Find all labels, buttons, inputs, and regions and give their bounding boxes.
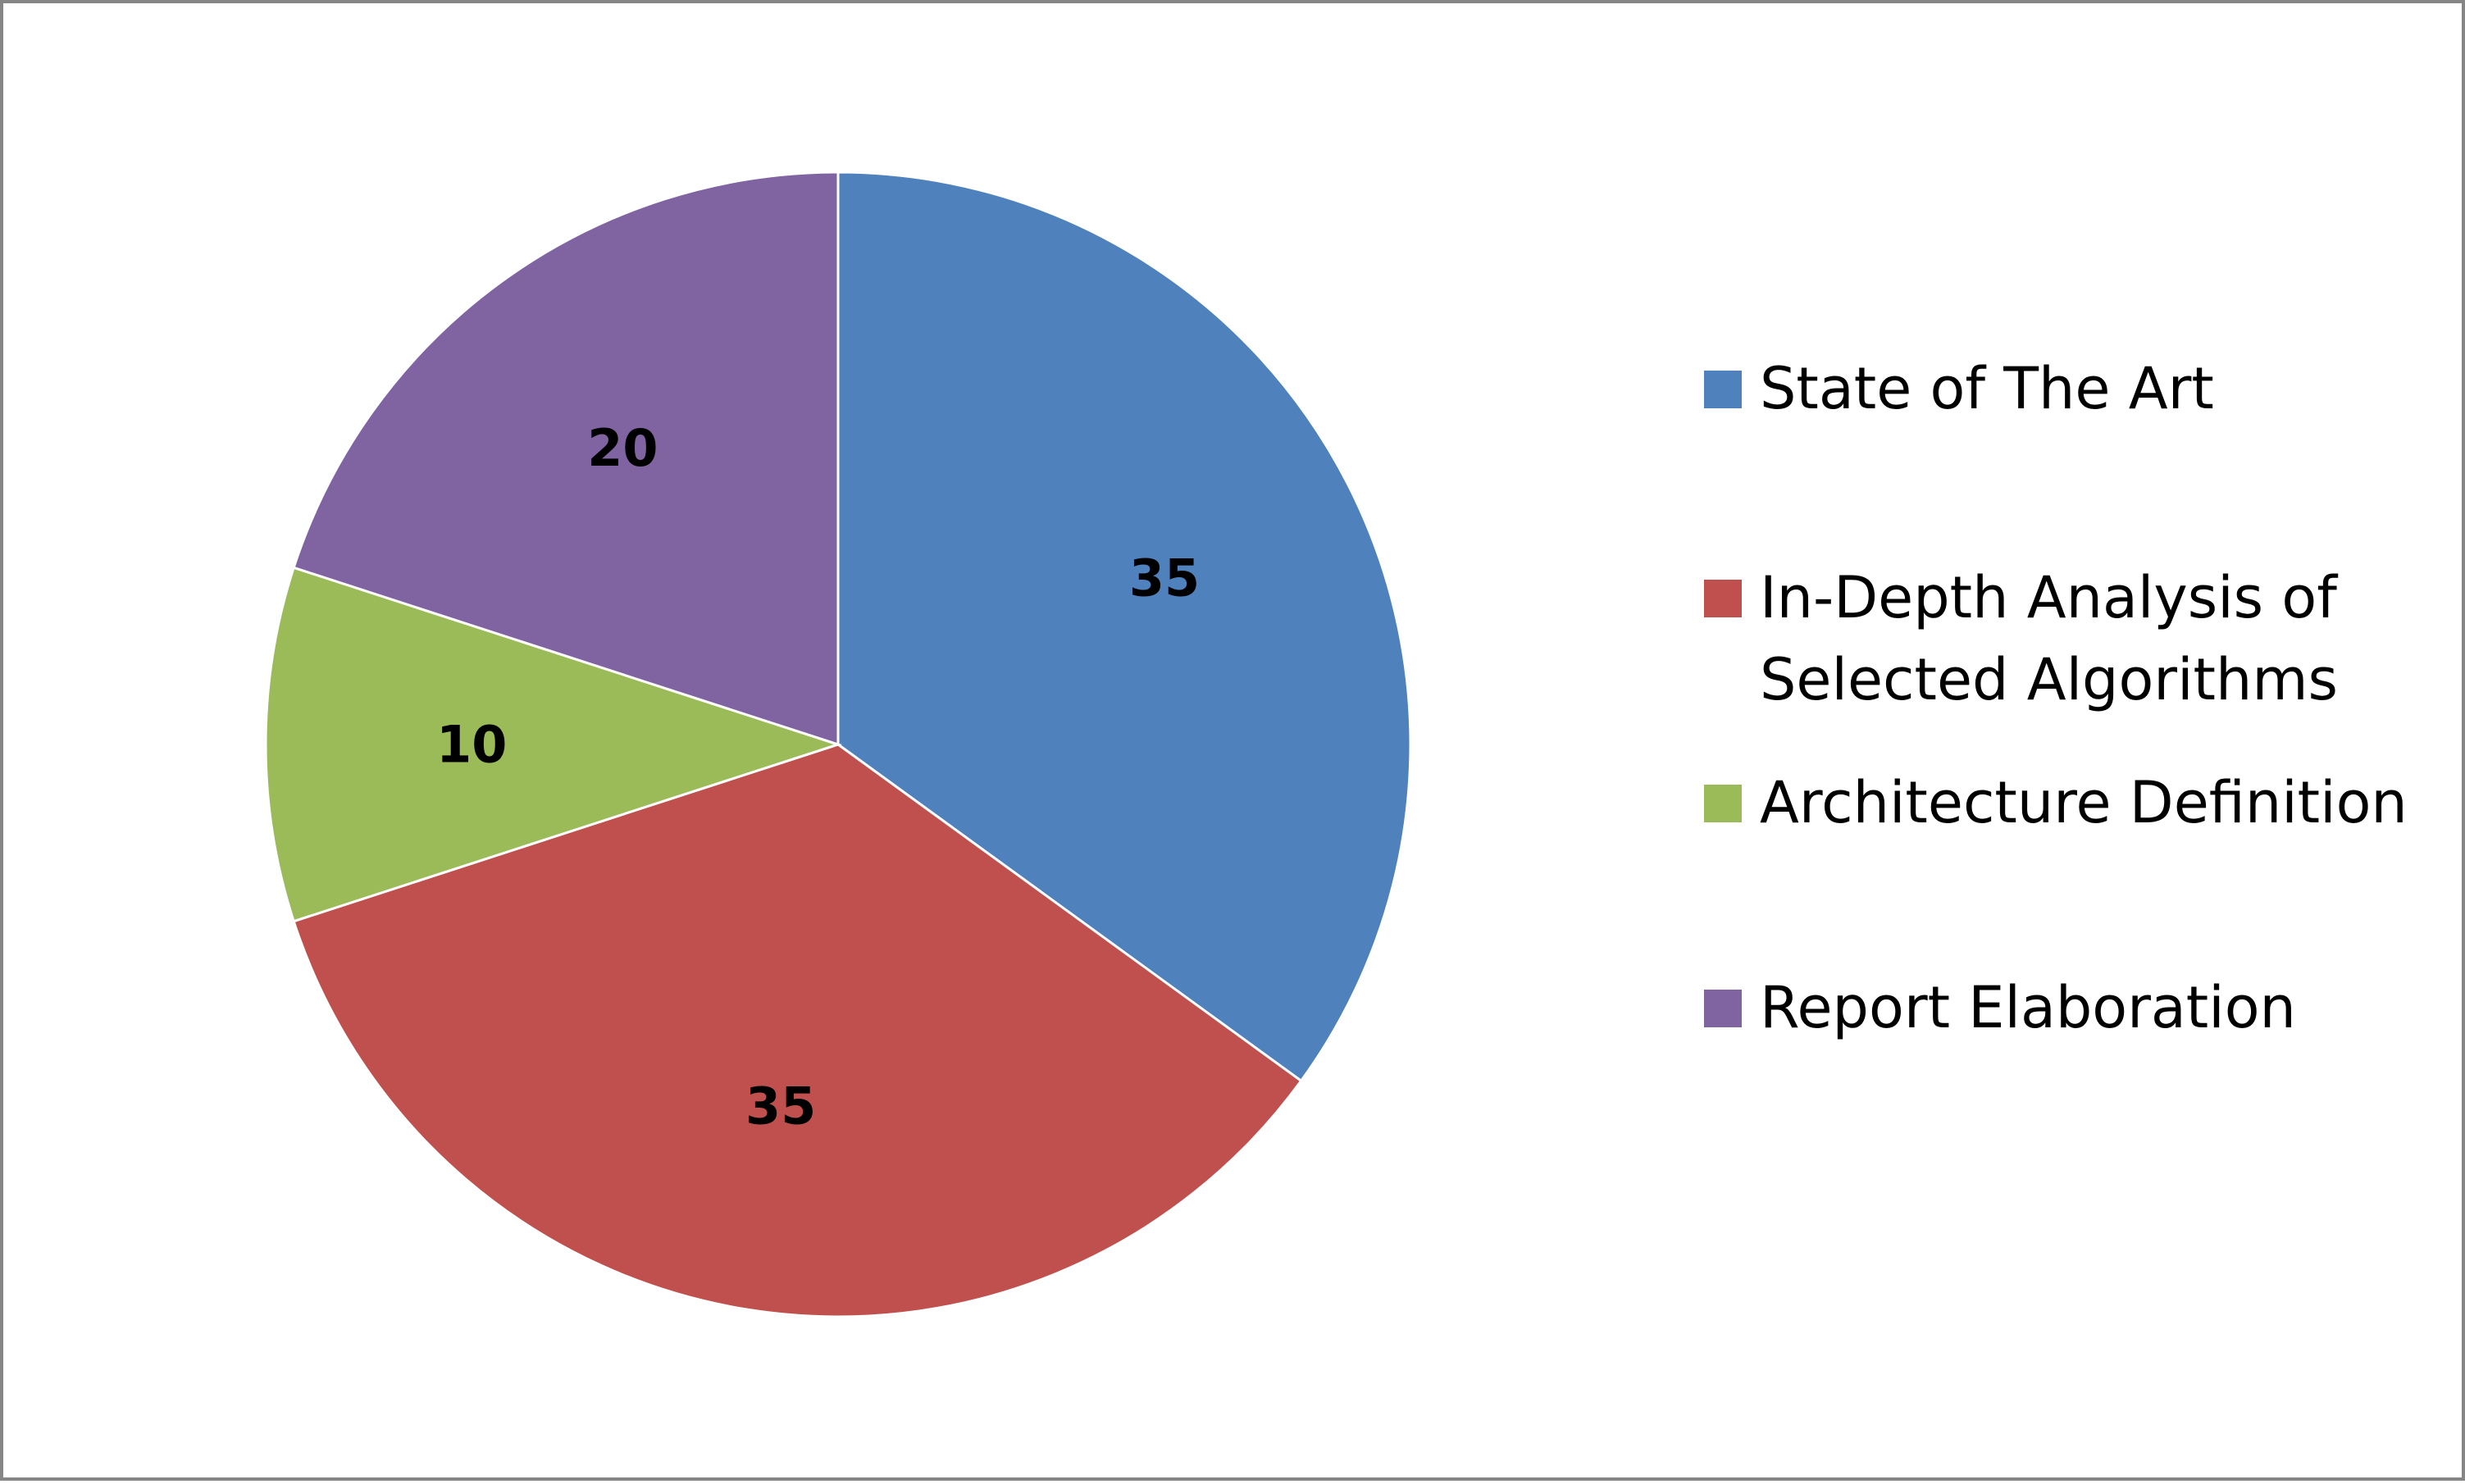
- legend-label: State of The Art: [1760, 355, 2214, 422]
- data-label: 35: [745, 1077, 816, 1136]
- slice-report-elaboration: [292, 171, 840, 747]
- data-label: 10: [436, 715, 507, 775]
- pie-chart: 35 35 10 20: [264, 171, 1412, 1318]
- data-label: 35: [1129, 549, 1200, 608]
- slice-state-of-the-art: [836, 171, 1412, 1083]
- data-labels: 35 35 10 20: [436, 418, 1200, 1136]
- legend-swatch: [1704, 990, 1742, 1027]
- legend: State of The Art In-Depth Analysis of Se…: [1704, 348, 2442, 1086]
- legend-swatch: [1704, 371, 1742, 408]
- data-label: 20: [587, 418, 658, 478]
- legend-label: In-Depth Analysis of Selected Algorithms: [1760, 564, 2338, 713]
- slice-architecture-definition: [264, 566, 842, 923]
- legend-swatch: [1704, 785, 1742, 822]
- pie-slices: [264, 171, 1412, 1318]
- legend-swatch: [1704, 580, 1742, 617]
- slice-in-depth-analysis: [292, 743, 1303, 1318]
- legend-label: Architecture Definition: [1760, 769, 2408, 836]
- legend-label: Report Elaboration: [1760, 974, 2296, 1041]
